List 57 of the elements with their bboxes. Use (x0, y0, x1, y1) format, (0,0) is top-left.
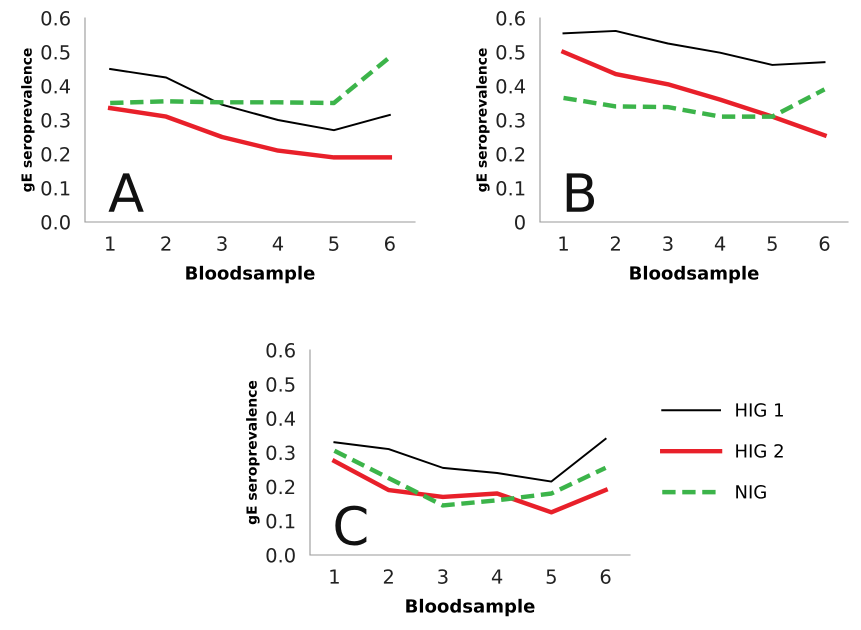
x-tick-label: 2 (161, 236, 170, 251)
y-axis-title: gE seroprevalence (21, 48, 35, 192)
x-tick-label: 3 (438, 569, 448, 584)
y-tick-label: 0.3 (41, 112, 70, 128)
line-series (562, 30, 826, 66)
line-series (333, 438, 607, 483)
y-tick-label: 0.1 (41, 180, 70, 196)
x-tick-label: 4 (272, 236, 284, 251)
y-axis-title: gE seroprevalence (246, 380, 260, 524)
x-tick-label: 1 (106, 236, 115, 251)
y-tick-label: 0.1 (266, 514, 294, 528)
annotation: C (335, 506, 366, 546)
legend-label: HIG 1 (736, 403, 783, 417)
y-tick-label: 0.3 (496, 112, 525, 128)
x-tick-label: 4 (714, 236, 726, 251)
x-tick-label: 3 (663, 236, 673, 251)
x-tick-label: 6 (600, 569, 611, 584)
y-tick-label: 0.1 (496, 180, 524, 196)
x-tick-label: 3 (217, 236, 227, 251)
x-tick-label: 2 (384, 569, 393, 584)
y-tick-label: 0.2 (41, 146, 70, 162)
y-tick-label: 0.6 (266, 342, 295, 358)
y-tick-label: 0.5 (266, 377, 294, 392)
y-tick-label: 0.4 (496, 78, 526, 94)
x-axis-title: Bloodsample (630, 266, 759, 284)
y-tick-label: 0.0 (266, 548, 295, 563)
x-tick-label: 5 (329, 236, 338, 251)
y-axis-title: gE seroprevalence (476, 48, 490, 192)
y-tick-label: 0.4 (41, 78, 70, 94)
x-tick-label: 1 (559, 236, 568, 251)
y-tick-label: 0.2 (266, 480, 294, 494)
line-series (109, 68, 391, 132)
x-tick-label: 2 (610, 236, 620, 251)
line-series (108, 106, 392, 160)
y-tick-label: 0.6 (496, 10, 525, 26)
legend-label: NIG (736, 485, 766, 499)
x-tick-label: 6 (820, 236, 830, 251)
line-series (561, 50, 827, 138)
x-axis-title: Bloodsample (406, 598, 535, 616)
annotation: A (108, 173, 144, 212)
y-tick-label: 0.3 (266, 445, 295, 460)
y-tick-label: 0.4 (266, 411, 296, 426)
annotation: B (566, 173, 594, 212)
line-series (561, 87, 827, 119)
y-tick-label: 0.6 (41, 10, 70, 26)
x-tick-label: 1 (330, 569, 339, 584)
x-tick-label: 6 (385, 236, 395, 251)
y-tick-label: 0.5 (41, 44, 70, 60)
y-tick-label: 0 (515, 214, 525, 230)
x-tick-label: 4 (492, 569, 502, 584)
y-tick-label: 0.2 (496, 146, 524, 162)
legend-label: HIG 2 (736, 444, 783, 458)
y-tick-label: 0.5 (496, 44, 524, 60)
x-tick-label: 5 (768, 236, 777, 251)
x-tick-label: 5 (546, 569, 556, 584)
x-axis-title: Bloodsample (186, 266, 315, 284)
y-tick-label: 0.0 (41, 214, 70, 230)
